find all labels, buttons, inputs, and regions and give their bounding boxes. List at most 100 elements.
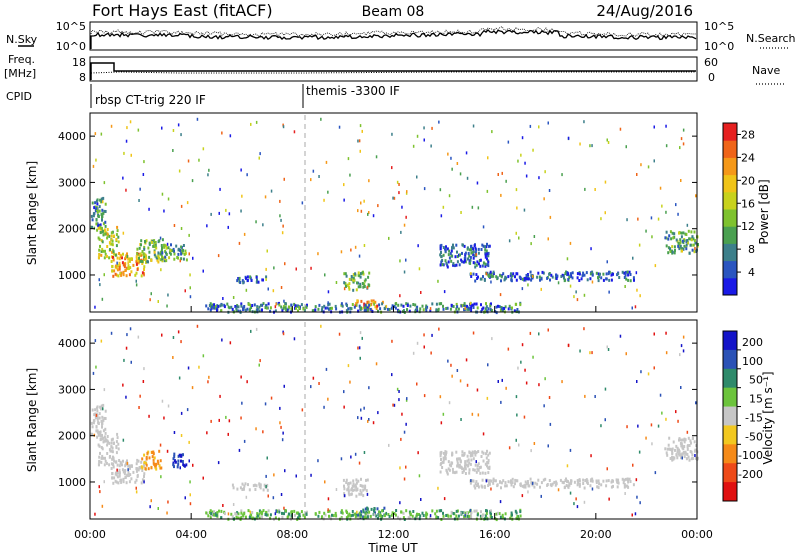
data-cell [479,465,482,469]
data-cell [355,494,358,498]
data-cell [430,351,432,355]
data-cell [683,455,686,459]
nave-tick-top: 60 [704,56,718,69]
data-cell [161,333,163,337]
colorbar-segment [723,482,737,502]
data-cell [549,278,551,282]
data-cell [518,236,520,240]
data-cell [351,510,354,513]
data-cell [456,260,459,264]
data-cell [528,484,531,488]
data-cell [418,267,421,271]
data-cell [259,152,261,156]
data-cell [151,451,154,454]
data-cell [578,479,581,483]
data-cell [426,512,429,516]
data-cell [157,260,160,264]
data-cell [216,511,219,515]
data-cell [167,500,169,504]
data-cell [111,472,114,476]
data-cell [455,307,458,311]
data-cell [138,199,140,202]
data-cell [393,305,396,308]
data-cell [472,261,475,265]
colorbar-segment [723,368,737,389]
data-cell [627,273,630,277]
data-cell [104,431,107,435]
data-cell [143,453,146,457]
data-cell [97,421,100,425]
data-cell [329,515,332,519]
data-cell [91,218,94,222]
data-cell [678,231,680,235]
data-cell [422,308,425,312]
data-cell [236,511,239,515]
data-cell [169,249,172,253]
data-cell [136,252,139,256]
data-cell [250,513,253,516]
data-cell [485,479,488,483]
data-cell [287,512,290,516]
data-cell [490,479,493,483]
data-cell [507,347,510,351]
data-cell [349,306,352,310]
data-cell [470,511,473,515]
data-cell [99,231,102,234]
data-cell [568,276,571,280]
data-cell [273,266,275,270]
data-cell [661,204,663,208]
data-cell [515,395,518,399]
data-cell [457,514,460,518]
data-cell [269,306,272,310]
data-cell [121,463,123,467]
data-cell [164,255,167,259]
data-cell [172,356,174,359]
data-cell [561,273,564,277]
data-cell [140,460,143,464]
data-cell [694,454,696,457]
data-cell [345,481,348,484]
data-cell [281,438,284,442]
data-cell [525,277,528,281]
data-cell [100,197,103,201]
x-tick-label: 08:00 [276,528,308,541]
data-cell [495,512,498,516]
data-cell [254,488,257,491]
data-cell [124,257,127,261]
data-cell [280,218,282,222]
data-cell [625,352,627,356]
data-cell [504,481,507,485]
data-cell [184,249,187,253]
data-cell [449,307,452,311]
data-cell [345,478,348,482]
data-cell [486,257,488,261]
data-cell [667,246,670,250]
data-cell [487,458,490,462]
data-cell [196,117,199,121]
data-cell [399,501,401,505]
data-cell [450,259,453,263]
data-cell [687,229,690,233]
data-cell [117,481,120,485]
data-cell [469,481,472,485]
data-cell [172,461,175,465]
data-cell [425,513,427,517]
data-cell [486,242,488,246]
data-cell [375,362,378,366]
data-cell [101,419,104,423]
data-cell [645,229,647,233]
data-cell [103,416,106,420]
data-cell [680,179,682,182]
data-cell [250,122,252,126]
data-cell [283,512,285,516]
data-cell [214,512,217,516]
data-cell [293,337,296,341]
data-cell [464,306,466,310]
data-cell [356,299,359,303]
data-cell [463,308,466,312]
data-cell [115,273,118,277]
data-cell [472,303,474,307]
data-cell [227,432,229,436]
data-cell [325,160,328,164]
